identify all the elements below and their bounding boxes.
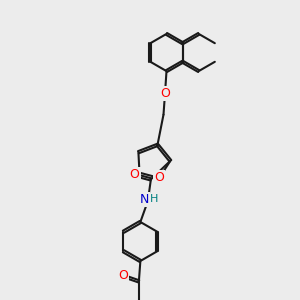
Text: N: N xyxy=(140,193,149,206)
Text: O: O xyxy=(118,269,128,283)
Text: O: O xyxy=(154,171,164,184)
Text: O: O xyxy=(129,168,139,182)
Text: O: O xyxy=(160,87,170,100)
Text: H: H xyxy=(150,194,159,205)
